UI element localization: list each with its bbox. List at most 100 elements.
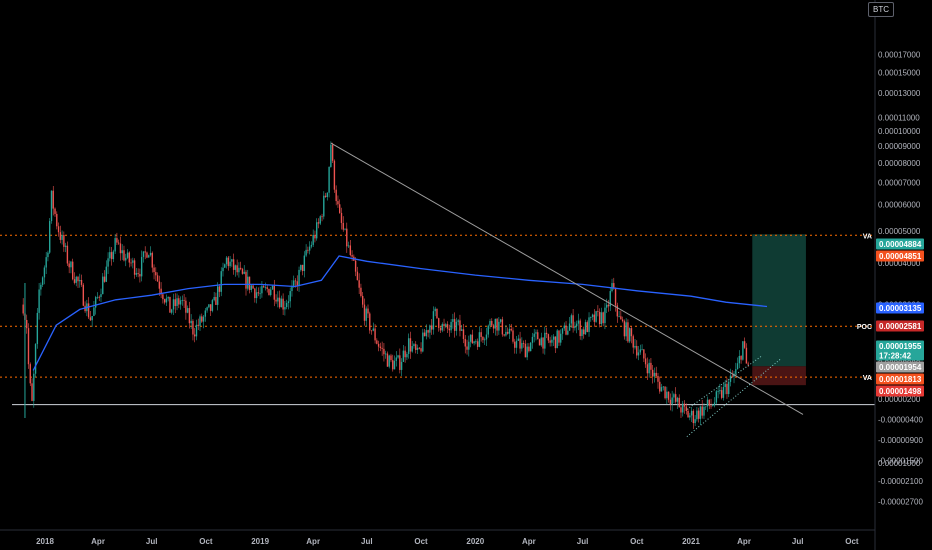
candle-body xyxy=(745,347,748,364)
candle-body xyxy=(215,297,217,305)
candle-body xyxy=(499,319,502,322)
candle-body xyxy=(453,319,456,331)
candle-body xyxy=(671,397,673,405)
candle-body xyxy=(321,216,323,218)
candle-body xyxy=(216,286,219,305)
candle-body xyxy=(611,283,613,292)
candle-body xyxy=(287,301,290,303)
moving-average-line[interactable] xyxy=(32,255,768,371)
candle-body xyxy=(204,310,207,317)
candle-body xyxy=(625,322,627,337)
candle-body xyxy=(436,308,438,319)
candle-body xyxy=(574,326,576,329)
candle-body xyxy=(125,257,127,261)
stop-zone[interactable] xyxy=(752,366,806,386)
candle-body xyxy=(91,315,93,321)
candle-body xyxy=(659,381,661,392)
y-tick-label: -0.00000900 xyxy=(878,436,923,445)
channel-line[interactable] xyxy=(686,355,763,410)
candle-body xyxy=(680,407,682,413)
candle-body xyxy=(452,319,454,322)
candle-body xyxy=(590,317,592,318)
candle-body xyxy=(517,338,520,341)
candle-body xyxy=(568,323,571,331)
candle-body xyxy=(685,406,687,411)
candle-body xyxy=(717,391,719,392)
candle-body xyxy=(510,328,512,331)
candle-body xyxy=(381,347,383,349)
candle-body xyxy=(687,410,689,418)
candle-body xyxy=(77,276,79,282)
candle-body xyxy=(209,304,212,311)
candle-body xyxy=(554,336,557,349)
channel-line[interactable] xyxy=(686,359,781,438)
candle-body xyxy=(383,348,385,355)
candle-body xyxy=(404,350,406,358)
candle-body xyxy=(683,403,686,407)
candle-body xyxy=(450,321,452,331)
candle-body xyxy=(591,314,594,318)
trendline[interactable] xyxy=(330,142,804,415)
candle-body xyxy=(657,375,659,382)
candle-body xyxy=(59,232,62,240)
candle-body xyxy=(413,344,415,347)
candle-body xyxy=(262,286,265,288)
price-tag-countdown: 17:28:42 xyxy=(879,352,912,361)
candle-body xyxy=(545,332,548,335)
candle-body xyxy=(146,252,148,258)
candle-body xyxy=(179,300,182,305)
candle-body xyxy=(542,337,544,349)
x-tick-label: 2018 xyxy=(36,537,54,546)
y-tick-label: 0.00013000 xyxy=(878,89,921,98)
candle-body xyxy=(162,294,164,300)
candle-body xyxy=(151,252,153,268)
candle-body xyxy=(105,266,107,282)
candle-body xyxy=(225,257,228,265)
candle-body xyxy=(432,311,435,330)
candle-body xyxy=(664,386,666,399)
candle-body xyxy=(135,273,138,275)
candle-body xyxy=(705,406,707,408)
candle-body xyxy=(439,327,442,331)
candle-body xyxy=(522,343,525,344)
candle-body xyxy=(202,316,205,322)
candle-body xyxy=(715,391,718,403)
candle-body xyxy=(211,300,214,311)
candle-body xyxy=(494,318,497,329)
x-tick-label: Jul xyxy=(361,537,373,546)
candle-body xyxy=(397,355,399,358)
candle-body xyxy=(393,360,396,370)
candle-body xyxy=(232,259,235,270)
candle-body xyxy=(227,257,230,267)
candle-body xyxy=(531,336,534,343)
candle-body xyxy=(52,190,54,209)
candle-body xyxy=(243,271,245,274)
candle-body xyxy=(586,322,588,332)
candle-body xyxy=(45,257,47,268)
candle-body xyxy=(139,274,141,277)
candle-body xyxy=(330,144,332,167)
candle-body xyxy=(602,312,604,324)
candle-body xyxy=(552,336,555,340)
candle-body xyxy=(234,265,237,270)
candle-body xyxy=(70,261,72,268)
time-axis[interactable]: 2018 Apr Jul Oct 2019 Apr Jul Oct 2020 Apr Jul Oct 2… xyxy=(36,537,859,546)
candle-body xyxy=(144,251,146,253)
candle-body xyxy=(519,338,521,349)
candle-body xyxy=(533,333,535,337)
candle-body xyxy=(156,275,159,282)
candle-body xyxy=(218,286,221,292)
price-tag xyxy=(876,250,924,262)
x-tick-label: Oct xyxy=(845,537,859,546)
candle-body xyxy=(735,369,737,374)
x-tick-label: Jul xyxy=(146,537,158,546)
currency-badge[interactable]: BTC xyxy=(868,2,894,17)
candle-body xyxy=(96,296,99,298)
x-tick-label: 2020 xyxy=(466,537,484,546)
candle-body xyxy=(284,307,286,310)
target-zone[interactable] xyxy=(752,234,806,367)
candle-body xyxy=(98,296,100,298)
candle-body xyxy=(577,320,580,324)
candle-body xyxy=(551,339,553,343)
